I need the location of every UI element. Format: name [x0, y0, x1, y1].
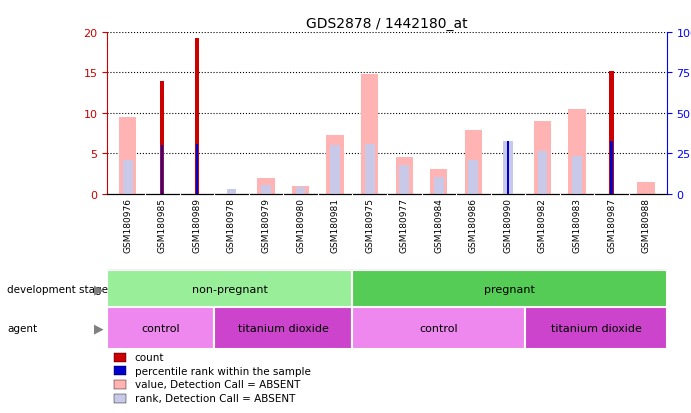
Text: GSM180977: GSM180977 — [399, 198, 409, 253]
Bar — [227, 189, 236, 194]
Bar — [434, 178, 444, 194]
Bar — [161, 146, 163, 194]
Bar — [160, 81, 164, 194]
Bar — [352, 308, 525, 349]
Bar — [257, 179, 274, 194]
Bar — [196, 144, 198, 194]
Bar — [507, 142, 509, 194]
Bar — [395, 158, 413, 194]
Bar — [430, 170, 448, 194]
Bar — [296, 188, 305, 194]
Bar — [464, 131, 482, 194]
Text: GSM180988: GSM180988 — [641, 198, 651, 253]
Bar — [533, 121, 551, 194]
Bar — [399, 166, 409, 194]
Bar — [330, 146, 340, 194]
Text: titanium dioxide: titanium dioxide — [238, 323, 329, 333]
Text: value, Detection Call = ABSENT: value, Detection Call = ABSENT — [135, 380, 300, 389]
Text: GSM180980: GSM180980 — [296, 198, 305, 253]
Text: count: count — [135, 352, 164, 362]
Text: control: control — [142, 323, 180, 333]
Text: titanium dioxide: titanium dioxide — [551, 323, 641, 333]
Bar — [572, 156, 582, 194]
Text: development stage: development stage — [7, 284, 108, 294]
Bar — [361, 75, 379, 194]
Text: control: control — [419, 323, 458, 333]
Text: GSM180982: GSM180982 — [538, 198, 547, 253]
Bar — [352, 271, 667, 308]
Text: GSM180978: GSM180978 — [227, 198, 236, 253]
Bar — [611, 142, 612, 194]
Bar — [568, 109, 585, 194]
Bar — [538, 152, 547, 194]
Bar — [123, 161, 133, 194]
Text: pregnant: pregnant — [484, 284, 535, 294]
Bar — [107, 271, 352, 308]
Bar — [326, 136, 343, 194]
Bar — [261, 185, 271, 194]
Text: GSM180981: GSM180981 — [330, 198, 340, 253]
Text: GSM180986: GSM180986 — [468, 198, 478, 253]
Text: ▶: ▶ — [94, 322, 104, 335]
Text: GSM180990: GSM180990 — [503, 198, 513, 253]
Text: ▶: ▶ — [94, 282, 104, 296]
Text: GSM180976: GSM180976 — [123, 198, 133, 253]
Text: GSM180983: GSM180983 — [572, 198, 582, 253]
Bar — [107, 308, 214, 349]
Bar — [637, 183, 654, 194]
Bar — [503, 142, 513, 194]
Text: GDS2878 / 1442180_at: GDS2878 / 1442180_at — [306, 17, 468, 31]
Bar — [119, 118, 136, 194]
Text: percentile rank within the sample: percentile rank within the sample — [135, 366, 311, 376]
Text: GSM180987: GSM180987 — [607, 198, 616, 253]
Bar — [195, 39, 199, 194]
Text: GSM180975: GSM180975 — [365, 198, 375, 253]
Bar — [525, 308, 667, 349]
Bar — [468, 160, 478, 194]
Bar — [214, 308, 352, 349]
Bar — [292, 187, 309, 194]
Text: GSM180979: GSM180979 — [261, 198, 271, 253]
Text: non-pregnant: non-pregnant — [192, 284, 267, 294]
Bar — [365, 144, 375, 194]
Text: GSM180985: GSM180985 — [158, 198, 167, 253]
Bar — [609, 72, 614, 194]
Text: agent: agent — [7, 323, 37, 333]
Text: rank, Detection Call = ABSENT: rank, Detection Call = ABSENT — [135, 393, 295, 403]
Text: GSM180984: GSM180984 — [434, 198, 444, 253]
Text: GSM180989: GSM180989 — [192, 198, 202, 253]
